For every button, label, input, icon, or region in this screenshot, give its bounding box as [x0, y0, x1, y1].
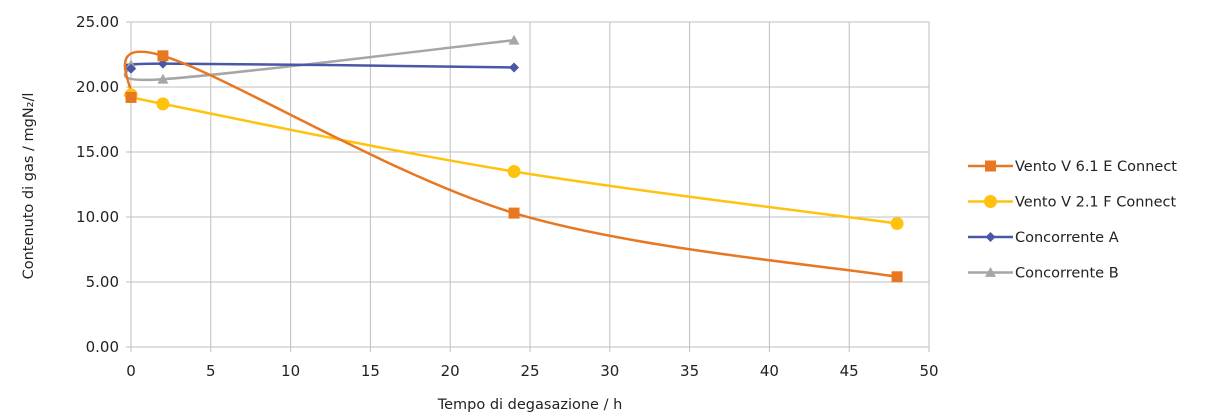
y-tick-label: 15.00 [76, 143, 119, 161]
x-tick-label: 35 [680, 362, 699, 380]
legend-swatch-marker [985, 232, 996, 242]
data-point-diamond [509, 62, 520, 73]
legend-item: Concorrente A [968, 230, 1119, 246]
y-axis-title: Contenuto di gas / mgN₂/l [21, 93, 37, 280]
x-tick-label: 15 [361, 362, 380, 380]
data-point-triangle [157, 73, 169, 84]
axes: 0 5 10 15 20 25 30 35 40 45 50 0.00 5.00 10.00 15.00 20… [76, 13, 939, 380]
y-tick-label: 5.00 [86, 273, 119, 291]
legend-item: Vento V 2.1 F Connect [968, 195, 1176, 211]
data-point-square [125, 91, 137, 103]
legend-label: Concorrente A [1015, 230, 1119, 246]
x-tick-label: 0 [126, 362, 136, 380]
x-axis-title: Tempo di degasazione / h [437, 397, 623, 413]
data-point-circle [156, 97, 170, 111]
y-tick-label: 10.00 [76, 208, 119, 226]
data-point-square [157, 50, 169, 62]
legend-label: Vento V 6.1 E Connect [1015, 159, 1177, 175]
x-tick-label: 40 [760, 362, 779, 380]
legend-label: Concorrente B [1015, 266, 1119, 282]
y-tick-label: 25.00 [76, 13, 119, 31]
legend-label: Vento V 2.1 F Connect [1015, 195, 1176, 211]
legend-swatch-marker [985, 160, 996, 172]
x-tick-label: 45 [840, 362, 859, 380]
data-point-triangle [508, 34, 520, 45]
legend-item: Vento V 6.1 E Connect [968, 159, 1177, 175]
data-point-square [508, 207, 520, 219]
data-point-circle [890, 217, 904, 230]
series-markers [124, 34, 904, 283]
data-point-circle [507, 165, 521, 178]
x-tick-label: 25 [520, 362, 539, 380]
series-line [123, 93, 899, 225]
x-tick-label: 5 [206, 362, 216, 380]
y-tick-label: 0.00 [86, 338, 119, 356]
legend-item: Concorrente B [968, 266, 1119, 282]
legend-swatch-marker [985, 267, 996, 277]
legend: Vento V 6.1 E Connect Vento V 2.1 F Conne… [968, 159, 1177, 282]
series-lines [123, 38, 899, 279]
data-point-square [891, 271, 903, 283]
x-tick-label: 50 [919, 362, 938, 380]
x-tick-label: 30 [600, 362, 619, 380]
legend-swatch-marker [984, 195, 997, 208]
series-line [123, 50, 899, 279]
x-tick-label: 20 [441, 362, 460, 380]
data-point-diamond [126, 63, 136, 74]
series-line [123, 38, 516, 82]
x-tick-label: 10 [281, 362, 300, 380]
y-tick-label: 20.00 [76, 78, 119, 96]
